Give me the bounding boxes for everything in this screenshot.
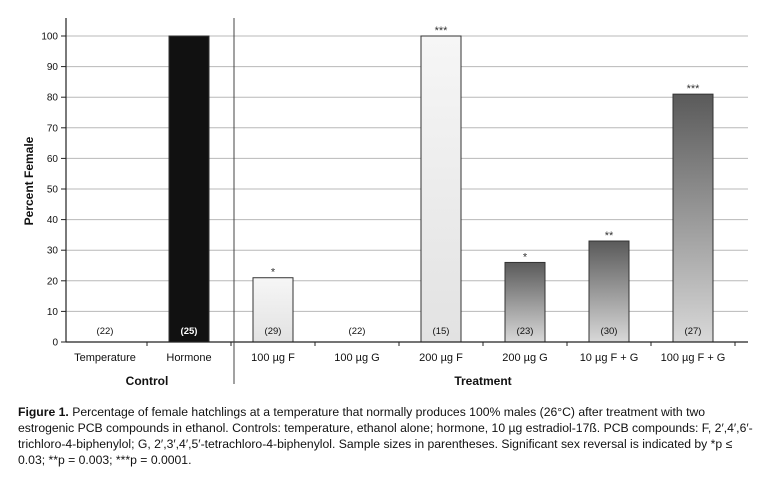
y-tick-label: 10 [47, 307, 59, 318]
sample-size-label: (23) [517, 326, 534, 337]
y-tick-label: 70 [47, 123, 59, 134]
group-label: Treatment [454, 374, 511, 388]
x-tick-label: Temperature [74, 352, 136, 364]
caption-text: Percentage of female hatchlings at a tem… [18, 405, 753, 467]
axes: 0 10 20 30 40 50 60 70 80 90 100 Temperature Hormone… [41, 18, 748, 388]
bar-chart: (22) (25) * (29) (22) *** (15) * (23) ** (30) *** (2… [22, 18, 748, 388]
x-tick-label: 100 µg F [251, 352, 295, 364]
x-tick-label: 200 µg F [419, 352, 463, 364]
sample-size-label: (22) [97, 326, 114, 337]
sample-size-label: (27) [685, 326, 702, 337]
significance-label: *** [435, 25, 449, 37]
y-tick-label: 80 [47, 93, 59, 104]
y-tick-label: 60 [47, 154, 59, 165]
y-tick-label: 100 [41, 32, 58, 43]
y-tick-label: 20 [47, 276, 59, 287]
sample-size-label: (30) [601, 326, 618, 337]
significance-label: ** [605, 230, 614, 242]
y-axis-label: Percent Female [22, 136, 36, 225]
x-tick-label: Hormone [166, 352, 211, 364]
significance-label: * [523, 251, 528, 263]
bar [168, 35, 210, 343]
sample-size-label: (25) [181, 326, 198, 337]
figure-label: Figure 1. [18, 405, 69, 419]
y-tick-label: 50 [47, 185, 59, 196]
y-tick-label: 90 [47, 62, 59, 73]
x-tick-label: 200 µg G [502, 352, 547, 364]
group-label: Control [126, 374, 169, 388]
sample-size-label: (29) [265, 326, 282, 337]
bars [168, 35, 714, 343]
sample-size-label: (22) [349, 326, 366, 337]
x-tick-label: 100 µg G [334, 352, 379, 364]
sample-size-label: (15) [433, 326, 450, 337]
bar [672, 93, 714, 343]
x-tick-label: 10 µg F + G [580, 352, 639, 364]
y-tick-label: 40 [47, 215, 59, 226]
significance-label: *** [687, 83, 701, 95]
figure-caption: Figure 1. Percentage of female hatchling… [18, 404, 758, 468]
bar [420, 35, 462, 343]
x-tick-label: 100 µg F + G [661, 352, 726, 364]
y-tick-label: 0 [52, 338, 58, 349]
bar [588, 240, 630, 343]
significance-label: * [271, 267, 276, 279]
y-tick-label: 30 [47, 246, 59, 257]
bar-labels: (22) (25) * (29) (22) *** (15) * (23) ** (30) *** (2… [97, 25, 702, 337]
